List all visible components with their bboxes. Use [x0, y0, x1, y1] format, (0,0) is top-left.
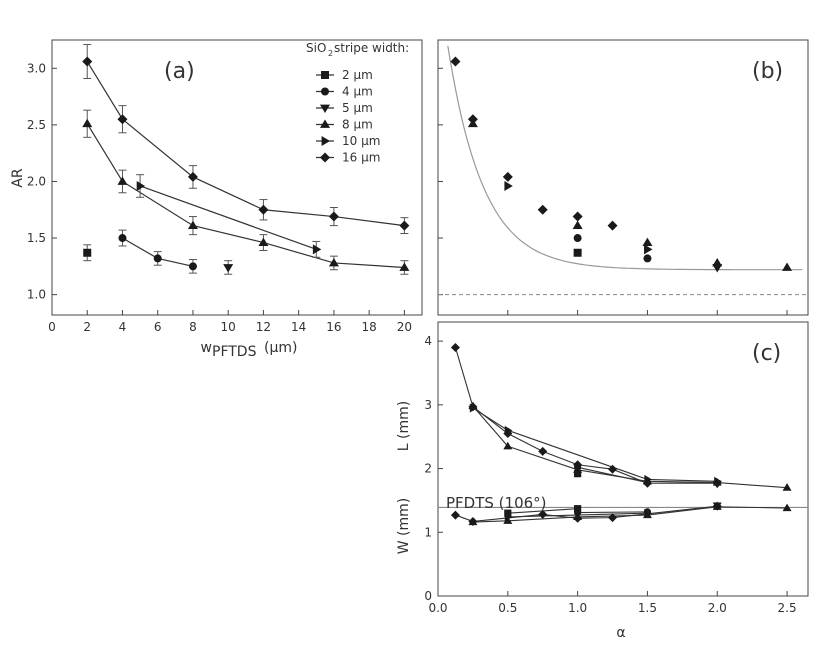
c-y-tick-label: 1 [424, 525, 432, 539]
a-data-point [154, 254, 162, 262]
panel-a-label: (a) [164, 59, 195, 84]
legend-entry: 5 μm [342, 101, 373, 115]
a-x-tick-label: 0 [48, 320, 56, 334]
a-y-tick-label: 2.5 [27, 118, 46, 132]
legend-title: SiO [306, 41, 326, 55]
a-x-tick-label: 8 [189, 320, 197, 334]
c-x-tick-label: 0.5 [498, 601, 517, 615]
a-x-tick-label: 16 [326, 320, 341, 334]
a-data-point [118, 234, 126, 242]
a-y-tick-label: 1.5 [27, 231, 46, 245]
b-data-point [574, 234, 582, 242]
legend-entry: 10 μm [342, 134, 380, 148]
a-x-tick-label: 12 [256, 320, 271, 334]
b-data-point [643, 254, 651, 262]
panel-c-label: (c) [752, 341, 781, 366]
legend-marker [321, 71, 329, 79]
c-x-tick-label: 2.5 [778, 601, 797, 615]
panel-a-xlabel-unit: (μm) [264, 340, 297, 356]
figure: 0 2 4 6 8 10 12 14 16 18 201.01.52.02.53.0 (a) AR … [0, 0, 820, 654]
a-x-tick-label: 6 [154, 320, 162, 334]
panel-c-reference-label: PFDTS (106°) [446, 494, 547, 512]
c-x-tick-label: 1.5 [638, 601, 657, 615]
legend-entry: 2 μm [342, 68, 373, 82]
a-x-tick-label: 14 [291, 320, 306, 334]
panel-c-ylabel-lower: W (mm) [396, 498, 412, 555]
legend-title-rest: stripe width: [334, 41, 409, 55]
c-x-tick-label: 1.0 [568, 601, 587, 615]
a-data-point [189, 262, 197, 270]
a-x-tick-label: 10 [221, 320, 236, 334]
legend-entry: 8 μm [342, 118, 373, 132]
a-y-tick-label: 2.0 [27, 174, 46, 188]
panel-a-ylabel: AR [10, 168, 26, 188]
legend-entry: 16 μm [342, 151, 380, 165]
legend-marker [321, 88, 329, 96]
c-x-tick-label: 0.0 [428, 601, 447, 615]
a-y-tick-label: 3.0 [27, 61, 46, 75]
c-y-tick-label: 3 [424, 398, 432, 412]
a-x-tick-label: 20 [397, 320, 412, 334]
c-y-tick-label: 0 [424, 589, 432, 603]
c-series-line [578, 512, 648, 513]
c-y-tick-label: 4 [424, 334, 432, 348]
c-y-tick-label: 2 [424, 462, 432, 476]
panel-b-label: (b) [752, 59, 783, 84]
panel-a-xlabel: w [201, 340, 212, 356]
panel-c-xlabel: α [616, 625, 625, 641]
a-data-point [83, 249, 91, 257]
a-y-tick-label: 1.0 [27, 288, 46, 302]
panel-a-xlabel-sub: PFTDS [212, 344, 257, 360]
legend-title-sub: 2 [328, 49, 333, 58]
a-x-tick-label: 2 [83, 320, 91, 334]
b-data-point [574, 249, 582, 257]
a-x-tick-label: 4 [119, 320, 127, 334]
a-x-tick-label: 18 [362, 320, 377, 334]
legend-entry: 4 μm [342, 85, 373, 99]
panel-c-ylabel-upper: L (mm) [396, 401, 412, 451]
c-x-tick-label: 2.0 [708, 601, 727, 615]
